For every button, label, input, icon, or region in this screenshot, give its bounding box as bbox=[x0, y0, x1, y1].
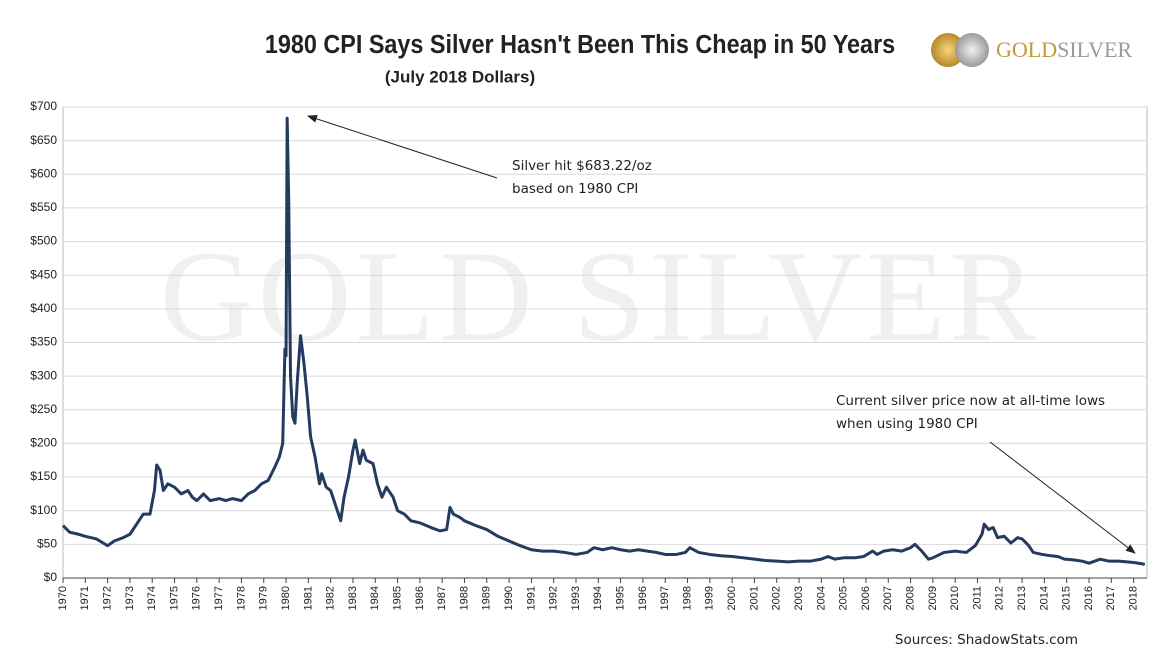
x-tick-label: 1997 bbox=[659, 586, 671, 610]
y-tick-label: $0 bbox=[44, 570, 58, 584]
x-tick-label: 1993 bbox=[570, 586, 582, 610]
x-tick-label: 1986 bbox=[414, 586, 426, 610]
x-tick-label: 2015 bbox=[1061, 586, 1073, 610]
x-tick-label: 2016 bbox=[1083, 586, 1095, 610]
y-tick-label: $200 bbox=[30, 436, 57, 450]
x-tick-label: 2010 bbox=[949, 586, 961, 610]
x-tick-label: 1989 bbox=[481, 586, 493, 610]
x-tick-label: 1985 bbox=[391, 586, 403, 610]
y-tick-label: $250 bbox=[30, 402, 57, 416]
x-tick-label: 1973 bbox=[124, 586, 136, 610]
y-tick-label: $300 bbox=[30, 368, 57, 382]
x-tick-label: 2008 bbox=[904, 586, 916, 610]
x-tick-label: 1980 bbox=[280, 586, 292, 610]
logo-gold: GOLD bbox=[996, 37, 1057, 62]
chart-subtitle: (July 2018 Dollars) bbox=[385, 67, 535, 86]
y-tick-label: $350 bbox=[30, 335, 57, 349]
logo-silver: SILVER bbox=[1057, 37, 1132, 62]
x-tick-label: 1992 bbox=[548, 586, 560, 610]
chart-title: 1980 CPI Says Silver Hasn't Been This Ch… bbox=[265, 31, 895, 59]
x-tick-label: 2006 bbox=[860, 586, 872, 610]
x-tick-label: 1998 bbox=[681, 586, 693, 610]
x-tick-label: 2000 bbox=[726, 586, 738, 610]
y-tick-label: $150 bbox=[30, 469, 57, 483]
x-tick-label: 2007 bbox=[882, 586, 894, 610]
x-tick-label: 1978 bbox=[235, 586, 247, 610]
x-tick-label: 1988 bbox=[458, 586, 470, 610]
x-tick-label: 2011 bbox=[971, 586, 983, 610]
x-tick-label: 1977 bbox=[213, 586, 225, 610]
arrow bbox=[307, 115, 498, 179]
logo-text: GOLDSILVER bbox=[996, 37, 1132, 62]
x-tick-label: 1982 bbox=[325, 586, 337, 610]
y-tick-label: $550 bbox=[30, 200, 57, 214]
y-tick-label: $400 bbox=[30, 301, 57, 315]
x-tick-label: 2017 bbox=[1105, 586, 1117, 610]
arrow bbox=[989, 441, 1136, 554]
x-tick-label: 1991 bbox=[525, 586, 537, 610]
y-tick-label: $500 bbox=[30, 234, 57, 248]
y-tick-label: $100 bbox=[30, 503, 57, 517]
x-tick-label: 1975 bbox=[168, 586, 180, 610]
x-tick-label: 2001 bbox=[748, 586, 760, 610]
x-tick-label: 2005 bbox=[838, 586, 850, 610]
x-tick-label: 1971 bbox=[79, 586, 91, 610]
x-tick-label: 1994 bbox=[592, 586, 604, 610]
x-tick-label: 2018 bbox=[1128, 586, 1140, 610]
x-tick-label: 1979 bbox=[258, 586, 270, 610]
y-tick-label: $50 bbox=[37, 537, 57, 551]
watermark: GOLD SILVER bbox=[160, 225, 1041, 369]
x-tick-label: 1983 bbox=[347, 586, 359, 610]
x-tick-label: 2003 bbox=[793, 586, 805, 610]
x-tick-label: 1995 bbox=[615, 586, 627, 610]
plot: $0 $50 $100 $150 $200 $250 $300 $350 $400 $450 $50… bbox=[30, 99, 1148, 610]
annotation: based on 1980 CPI bbox=[512, 181, 638, 197]
x-tick-label: 1972 bbox=[102, 586, 114, 610]
source: Sources: ShadowStats.com bbox=[895, 632, 1078, 648]
x-tick-label: 1996 bbox=[637, 586, 649, 610]
series-line bbox=[61, 116, 1146, 566]
x-tick-label: 2014 bbox=[1038, 586, 1050, 610]
y-tick-label: $700 bbox=[30, 99, 57, 113]
x-tick-label: 1987 bbox=[436, 586, 448, 610]
x-tick-label: 1984 bbox=[369, 586, 381, 610]
x-tick-label: 2002 bbox=[771, 586, 783, 610]
logo-coin bbox=[931, 33, 965, 67]
x-tick-label: 1970 bbox=[57, 586, 69, 610]
y-tick-label: $450 bbox=[30, 267, 57, 281]
x-tick-label: 1974 bbox=[146, 586, 158, 610]
x-tick-label: 1990 bbox=[503, 586, 515, 610]
x-tick-label: 1976 bbox=[191, 586, 203, 610]
y-tick-label: $650 bbox=[30, 133, 57, 147]
x-tick-label: 2013 bbox=[1016, 586, 1028, 610]
logo-coin bbox=[955, 33, 989, 67]
x-tick-label: 2012 bbox=[994, 586, 1006, 610]
x-tick-label: 1999 bbox=[704, 586, 716, 610]
annotation: Silver hit $683.22/oz bbox=[512, 158, 652, 174]
annotation: when using 1980 CPI bbox=[836, 416, 978, 432]
y-tick-label: $600 bbox=[30, 166, 57, 180]
annotation: Current silver price now at all-time low… bbox=[836, 393, 1105, 409]
x-tick-label: 1981 bbox=[302, 586, 314, 610]
x-tick-label: 2004 bbox=[815, 586, 827, 610]
x-tick-label: 2009 bbox=[927, 586, 939, 610]
